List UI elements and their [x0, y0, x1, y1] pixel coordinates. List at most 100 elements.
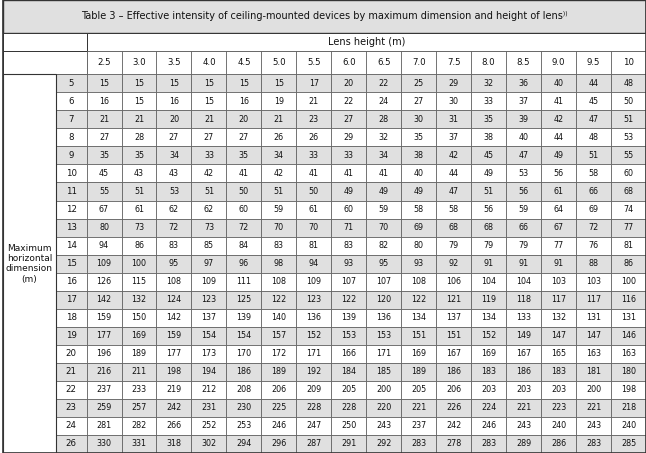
Text: 154: 154: [236, 331, 251, 340]
Bar: [471, 128, 506, 146]
Text: 3.0: 3.0: [132, 58, 146, 67]
Bar: [3, 33, 87, 51]
Text: 170: 170: [236, 349, 251, 358]
Text: 35: 35: [134, 151, 144, 160]
Text: 134: 134: [481, 313, 496, 322]
Bar: [297, 327, 331, 345]
Bar: [401, 164, 436, 183]
Bar: [121, 146, 156, 164]
Bar: [56, 417, 87, 435]
Bar: [297, 183, 331, 201]
Bar: [227, 201, 262, 218]
Text: 68: 68: [623, 187, 634, 196]
Text: 14: 14: [66, 241, 77, 250]
Bar: [191, 201, 227, 218]
Bar: [121, 74, 156, 92]
Text: 225: 225: [271, 404, 287, 412]
Text: 285: 285: [621, 439, 636, 448]
Text: 223: 223: [551, 404, 566, 412]
Text: 116: 116: [621, 295, 636, 304]
Text: 4.5: 4.5: [237, 58, 251, 67]
Bar: [541, 399, 576, 417]
Bar: [297, 146, 331, 164]
Bar: [121, 111, 156, 128]
Text: 50: 50: [309, 187, 319, 196]
Text: 13: 13: [66, 223, 77, 232]
Text: 61: 61: [309, 205, 319, 214]
Bar: [227, 236, 262, 255]
Bar: [611, 218, 646, 236]
Text: 283: 283: [481, 439, 496, 448]
Text: 55: 55: [623, 151, 634, 160]
Bar: [262, 218, 297, 236]
Bar: [121, 51, 156, 74]
Text: 118: 118: [516, 295, 531, 304]
Text: 283: 283: [586, 439, 601, 448]
Bar: [366, 291, 401, 309]
Bar: [87, 201, 121, 218]
Bar: [471, 273, 506, 291]
Text: 49: 49: [413, 187, 424, 196]
Text: 41: 41: [239, 169, 249, 178]
Text: 180: 180: [621, 367, 636, 376]
Text: 44: 44: [449, 169, 459, 178]
Text: 41: 41: [344, 169, 354, 178]
Text: 243: 243: [516, 421, 531, 430]
Text: 66: 66: [589, 187, 599, 196]
Bar: [191, 363, 227, 381]
Text: 126: 126: [96, 277, 112, 286]
Bar: [576, 92, 611, 111]
Text: 132: 132: [131, 295, 147, 304]
Bar: [297, 218, 331, 236]
Text: 242: 242: [446, 421, 461, 430]
Bar: [121, 201, 156, 218]
Text: 40: 40: [413, 169, 424, 178]
Text: 125: 125: [236, 295, 251, 304]
Text: 278: 278: [446, 439, 461, 448]
Bar: [121, 273, 156, 291]
Bar: [87, 309, 121, 327]
Text: 171: 171: [376, 349, 391, 358]
Text: 41: 41: [379, 169, 389, 178]
Bar: [366, 183, 401, 201]
Bar: [436, 435, 471, 453]
Bar: [611, 111, 646, 128]
Bar: [611, 435, 646, 453]
Text: 147: 147: [586, 331, 601, 340]
Text: 7.5: 7.5: [447, 58, 461, 67]
Text: 27: 27: [344, 115, 354, 124]
Text: 27: 27: [204, 133, 214, 142]
Bar: [156, 111, 191, 128]
Text: 60: 60: [623, 169, 634, 178]
Text: 34: 34: [274, 151, 284, 160]
Bar: [56, 92, 87, 111]
Bar: [366, 255, 401, 273]
Bar: [436, 51, 471, 74]
Bar: [297, 164, 331, 183]
Text: 15: 15: [274, 79, 284, 88]
Bar: [297, 363, 331, 381]
Bar: [471, 417, 506, 435]
Text: 165: 165: [551, 349, 566, 358]
Bar: [262, 201, 297, 218]
Text: 33: 33: [484, 97, 494, 106]
Text: 196: 196: [96, 349, 112, 358]
Bar: [366, 201, 401, 218]
Bar: [121, 92, 156, 111]
Text: 35: 35: [99, 151, 109, 160]
Text: 22: 22: [379, 79, 389, 88]
Text: 152: 152: [306, 331, 322, 340]
Text: 237: 237: [411, 421, 426, 430]
Text: 146: 146: [621, 331, 636, 340]
Bar: [87, 128, 121, 146]
Text: 186: 186: [516, 367, 531, 376]
Text: 59: 59: [379, 205, 389, 214]
Text: 62: 62: [204, 205, 214, 214]
Bar: [436, 236, 471, 255]
Bar: [401, 146, 436, 164]
Bar: [436, 218, 471, 236]
Bar: [576, 111, 611, 128]
Bar: [227, 291, 262, 309]
Text: 22: 22: [344, 97, 354, 106]
Bar: [506, 236, 541, 255]
